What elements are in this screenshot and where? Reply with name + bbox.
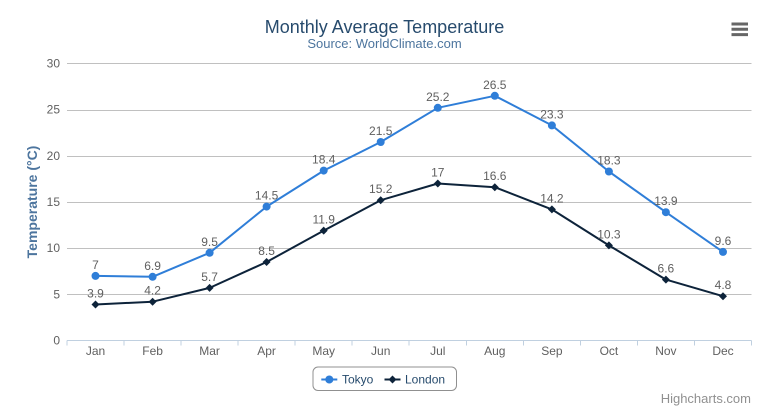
svg-text:30: 30 (47, 57, 61, 71)
svg-text:10.3: 10.3 (597, 227, 621, 241)
svg-text:14.5: 14.5 (255, 189, 279, 203)
svg-text:9.6: 9.6 (715, 234, 732, 248)
svg-text:7: 7 (92, 258, 99, 272)
svg-text:21.5: 21.5 (369, 124, 393, 138)
svg-text:Tokyo: Tokyo (342, 373, 374, 387)
svg-text:Apr: Apr (257, 344, 276, 358)
svg-text:18.4: 18.4 (312, 153, 336, 167)
svg-text:Mar: Mar (199, 344, 220, 358)
svg-text:3.9: 3.9 (87, 287, 104, 301)
svg-text:5.7: 5.7 (201, 270, 218, 284)
svg-text:Sep: Sep (541, 344, 563, 358)
svg-text:5: 5 (53, 287, 60, 301)
svg-text:25: 25 (47, 103, 61, 117)
svg-text:Nov: Nov (655, 344, 676, 358)
svg-text:10: 10 (47, 241, 61, 255)
svg-text:6.6: 6.6 (658, 262, 675, 276)
svg-text:Monthly Average Temperature: Monthly Average Temperature (265, 17, 504, 37)
svg-text:4.8: 4.8 (715, 278, 732, 292)
svg-text:0: 0 (53, 334, 60, 348)
svg-text:15: 15 (47, 195, 61, 209)
svg-text:Source: WorldClimate.com: Source: WorldClimate.com (307, 36, 461, 51)
svg-text:Jun: Jun (371, 344, 390, 358)
svg-text:Oct: Oct (600, 344, 619, 358)
svg-text:4.2: 4.2 (144, 284, 161, 298)
svg-text:London: London (405, 373, 445, 387)
svg-text:26.5: 26.5 (483, 78, 507, 92)
svg-text:20: 20 (47, 149, 61, 163)
svg-text:17: 17 (431, 166, 445, 180)
svg-text:8.5: 8.5 (258, 244, 275, 258)
svg-text:16.6: 16.6 (483, 169, 507, 183)
svg-text:Dec: Dec (712, 344, 733, 358)
svg-text:May: May (312, 344, 335, 358)
svg-text:11.9: 11.9 (312, 213, 335, 227)
svg-text:Jul: Jul (430, 344, 445, 358)
svg-text:Jan: Jan (86, 344, 105, 358)
svg-text:Temperature (°C): Temperature (°C) (24, 146, 40, 259)
svg-text:Aug: Aug (484, 344, 505, 358)
svg-text:14.2: 14.2 (540, 191, 564, 205)
svg-text:13.9: 13.9 (654, 194, 678, 208)
svg-text:9.5: 9.5 (201, 235, 218, 249)
svg-text:6.9: 6.9 (144, 259, 161, 273)
svg-text:15.2: 15.2 (369, 182, 393, 196)
svg-text:Highcharts.com: Highcharts.com (661, 391, 751, 406)
svg-text:Feb: Feb (142, 344, 163, 358)
svg-text:18.3: 18.3 (597, 154, 621, 168)
svg-text:23.3: 23.3 (540, 107, 564, 121)
svg-text:25.2: 25.2 (426, 90, 450, 104)
